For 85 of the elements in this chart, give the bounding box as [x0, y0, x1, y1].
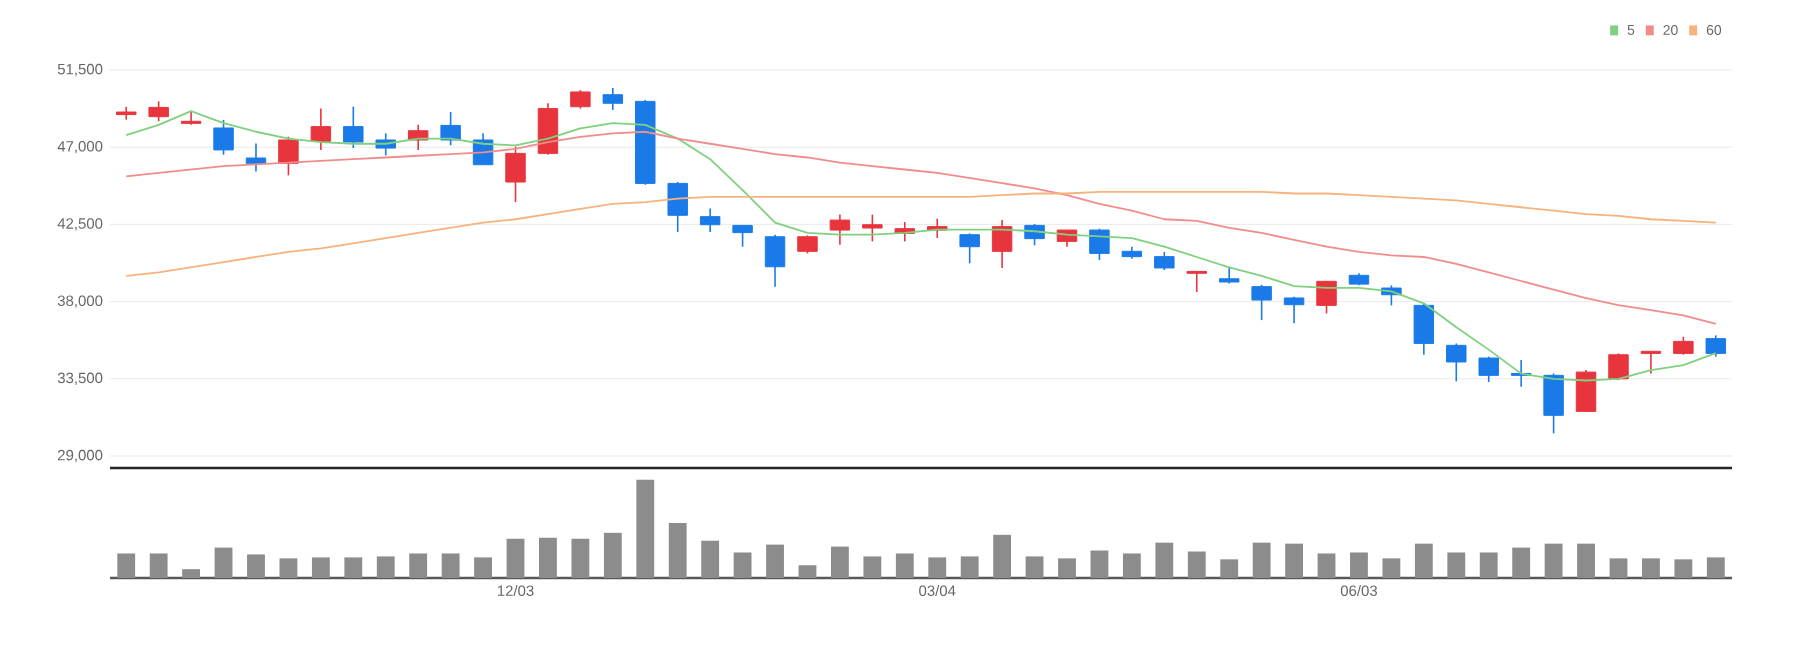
bar [1252, 542, 1271, 578]
candlestick [1186, 270, 1207, 293]
bar [1090, 550, 1109, 578]
bar [960, 556, 979, 578]
candlestick [1543, 372, 1564, 435]
candlestick [1283, 295, 1305, 325]
candlestick [797, 234, 818, 255]
bar [766, 544, 784, 578]
candlestick [1705, 334, 1727, 358]
candlestick [1446, 342, 1467, 383]
bar [1609, 558, 1628, 578]
candlestick [862, 213, 883, 243]
bar [636, 479, 655, 578]
candlestick [1478, 355, 1499, 383]
candlestick [570, 89, 591, 110]
bar [1479, 552, 1498, 578]
bar [571, 538, 590, 578]
bar [1512, 547, 1531, 578]
bar [474, 557, 492, 578]
bar [1122, 553, 1141, 578]
candlestick [764, 233, 786, 288]
bar [117, 553, 136, 578]
candlestick [991, 219, 1013, 269]
bar [376, 556, 395, 578]
bar [993, 534, 1012, 578]
bar [1674, 559, 1693, 578]
bar [1642, 558, 1660, 578]
candlestick [602, 87, 624, 111]
bar [701, 540, 720, 578]
bar [1414, 543, 1433, 578]
bar [830, 546, 849, 578]
bar [1544, 543, 1563, 578]
candlestick [732, 224, 753, 248]
bar [182, 569, 201, 578]
candlestick [1575, 369, 1597, 413]
candlestick [213, 119, 234, 156]
candlestick [1640, 350, 1662, 375]
candlestick [278, 135, 299, 177]
bar [1350, 552, 1368, 578]
candlestick [505, 145, 526, 203]
bar [798, 565, 817, 578]
candlestick [1673, 335, 1694, 356]
candlestick [1608, 352, 1629, 381]
bar [1187, 551, 1206, 578]
bar [928, 557, 947, 578]
candlestick [180, 110, 202, 126]
bar [506, 538, 525, 578]
bar [344, 557, 363, 578]
bar [733, 552, 752, 578]
bar [1577, 543, 1595, 578]
candlestick [667, 181, 688, 233]
bar [603, 532, 622, 578]
candlestick [343, 105, 364, 149]
candlestick [699, 207, 721, 233]
bar [1155, 542, 1174, 578]
bar [247, 554, 265, 578]
bar [311, 557, 330, 578]
bar [1317, 553, 1336, 578]
bar [214, 547, 233, 578]
candlestick [1154, 251, 1175, 271]
candlestick [537, 102, 559, 156]
candlestick [1316, 280, 1337, 315]
candlestick [148, 100, 169, 123]
bar [1058, 558, 1076, 578]
bar [149, 553, 168, 578]
bar [1025, 556, 1044, 578]
bar [539, 537, 557, 578]
bar [1220, 559, 1239, 578]
candlestick [1089, 227, 1110, 261]
bar [409, 553, 428, 578]
bar [1706, 557, 1725, 578]
bar [279, 558, 298, 578]
candlestick [829, 213, 851, 246]
candlestick [245, 142, 267, 173]
bar [668, 523, 687, 578]
candlestick [1251, 283, 1272, 321]
bar [1382, 558, 1401, 578]
bar [1285, 543, 1303, 578]
bar [863, 556, 882, 578]
candlestick [310, 107, 332, 151]
candlestick [959, 232, 980, 265]
candlestick [1413, 302, 1435, 356]
bar [441, 553, 460, 578]
bar [1447, 552, 1466, 578]
bar [895, 553, 914, 578]
